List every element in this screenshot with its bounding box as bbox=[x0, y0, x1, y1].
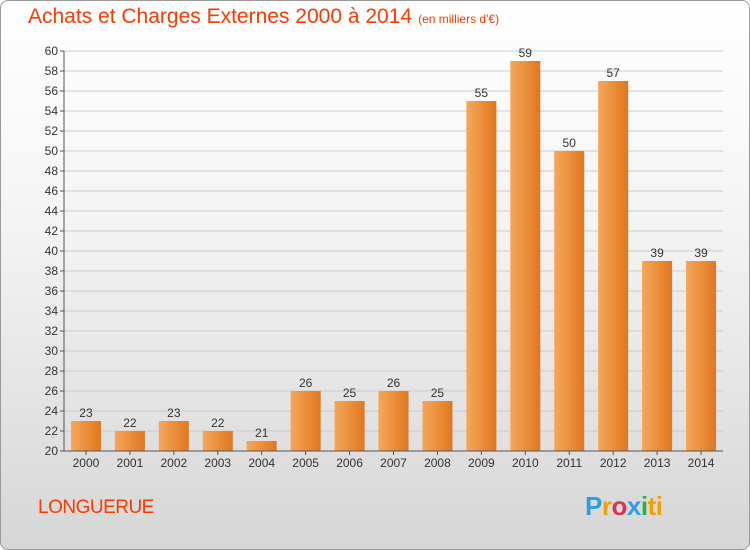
data-label: 21 bbox=[255, 426, 269, 440]
bar bbox=[598, 81, 629, 451]
y-tick-label: 30 bbox=[45, 344, 59, 358]
x-tick-label: 2010 bbox=[512, 456, 539, 470]
y-tick-label: 44 bbox=[45, 204, 59, 218]
x-tick-label: 2007 bbox=[380, 456, 407, 470]
logo-letter: ti bbox=[647, 491, 663, 521]
data-label: 39 bbox=[650, 246, 664, 260]
proxiti-logo: Proxiti bbox=[585, 491, 663, 522]
x-tick-label: 2011 bbox=[556, 456, 582, 470]
logo-letter: x bbox=[626, 491, 641, 521]
bar bbox=[466, 101, 497, 451]
bar bbox=[246, 441, 277, 451]
x-tick-label: 2013 bbox=[644, 456, 671, 470]
data-label: 23 bbox=[79, 406, 93, 420]
bar bbox=[290, 391, 321, 451]
logo-letter: r bbox=[601, 491, 612, 521]
y-tick-label: 24 bbox=[45, 404, 59, 418]
data-label: 39 bbox=[694, 246, 708, 260]
x-tick-label: 2003 bbox=[204, 456, 231, 470]
bar bbox=[202, 431, 233, 451]
y-tick-label: 36 bbox=[45, 284, 59, 298]
y-tick-label: 40 bbox=[45, 244, 59, 258]
city-name: LONGUERUE bbox=[38, 497, 154, 518]
y-tick-label: 34 bbox=[45, 304, 59, 318]
chart-unit: (en milliers d'€) bbox=[418, 12, 500, 26]
bar bbox=[378, 391, 409, 451]
y-tick-label: 32 bbox=[45, 324, 59, 338]
x-tick-label: 2006 bbox=[336, 456, 363, 470]
x-tick-label: 2009 bbox=[468, 456, 495, 470]
x-tick-label: 2001 bbox=[117, 456, 144, 470]
data-label: 22 bbox=[211, 416, 225, 430]
x-tick-label: 2000 bbox=[73, 456, 100, 470]
data-label: 26 bbox=[387, 376, 401, 390]
data-label: 25 bbox=[343, 386, 357, 400]
bar bbox=[510, 61, 541, 451]
x-tick-label: 2008 bbox=[424, 456, 451, 470]
logo-letter: i bbox=[640, 491, 648, 521]
x-tick-label: 2005 bbox=[292, 456, 319, 470]
bar bbox=[114, 431, 145, 451]
y-tick-label: 22 bbox=[45, 424, 59, 438]
y-tick-label: 50 bbox=[45, 144, 59, 158]
y-tick-label: 38 bbox=[45, 264, 59, 278]
y-tick-label: 28 bbox=[45, 364, 59, 378]
data-label: 25 bbox=[431, 386, 445, 400]
bar bbox=[422, 401, 453, 451]
y-tick-label: 58 bbox=[45, 64, 59, 78]
data-label: 55 bbox=[475, 86, 489, 100]
y-tick-label: 42 bbox=[45, 224, 59, 238]
data-label: 50 bbox=[563, 136, 577, 150]
chart-title: Achats et Charges Externes 2000 à 2014 (e… bbox=[28, 5, 499, 29]
bar bbox=[554, 151, 585, 451]
y-tick-label: 56 bbox=[45, 84, 59, 98]
x-tick-label: 2002 bbox=[160, 456, 187, 470]
data-label: 23 bbox=[167, 406, 181, 420]
logo-letter: P bbox=[585, 491, 602, 521]
y-tick-label: 46 bbox=[45, 184, 59, 198]
y-tick-label: 48 bbox=[45, 164, 59, 178]
bar bbox=[686, 261, 717, 451]
logo-letter: o bbox=[611, 491, 627, 521]
x-tick-label: 2014 bbox=[688, 456, 715, 470]
bar bbox=[158, 421, 189, 451]
y-tick-label: 26 bbox=[45, 384, 59, 398]
data-label: 57 bbox=[606, 66, 620, 80]
y-tick-label: 52 bbox=[45, 124, 59, 138]
bar bbox=[334, 401, 365, 451]
bar bbox=[70, 421, 101, 451]
y-tick-label: 20 bbox=[45, 444, 59, 458]
data-label: 22 bbox=[123, 416, 137, 430]
data-label: 59 bbox=[519, 46, 533, 60]
y-tick-label: 54 bbox=[45, 104, 59, 118]
bar bbox=[642, 261, 673, 451]
y-tick-label: 60 bbox=[45, 44, 59, 58]
x-tick-label: 2012 bbox=[600, 456, 627, 470]
x-tick-label: 2004 bbox=[248, 456, 275, 470]
data-label: 26 bbox=[299, 376, 313, 390]
chart-title-text: Achats et Charges Externes 2000 à 2014 bbox=[28, 5, 413, 28]
